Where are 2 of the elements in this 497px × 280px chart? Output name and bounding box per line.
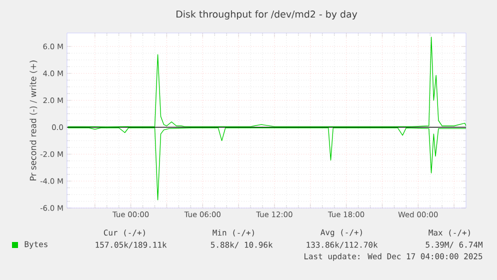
chart-title: Disk throughput for /dev/md2 - by day bbox=[176, 10, 358, 20]
y-axis-title: Pr second read (-) / write (+) bbox=[30, 60, 38, 180]
